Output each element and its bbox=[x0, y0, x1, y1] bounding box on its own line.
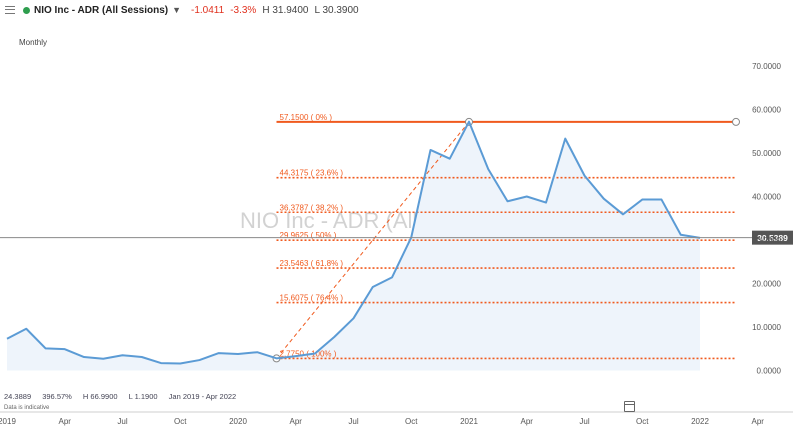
y-tick-label: 60.0000 bbox=[752, 106, 781, 115]
chart-header: NIO Inc - ADR (All Sessions) ▼ -1.0411 -… bbox=[0, 0, 793, 20]
range-value: 24.3889 bbox=[4, 392, 32, 401]
fib-level-label: 44.3175 ( 23.6% ) bbox=[280, 169, 344, 178]
current-price-badge bbox=[752, 230, 793, 245]
y-tick-label: 10.0000 bbox=[752, 323, 781, 332]
y-tick-label: 0.0000 bbox=[757, 367, 782, 376]
fib-level-label: 23.5463 ( 61.8% ) bbox=[280, 259, 344, 268]
timeframe-label: Monthly bbox=[19, 38, 48, 47]
x-tick-label: Jul bbox=[579, 417, 589, 426]
price-line[interactable] bbox=[6, 120, 701, 365]
y-tick-label: 20.0000 bbox=[752, 280, 781, 289]
x-tick-label: 2022 bbox=[691, 417, 709, 426]
x-tick-label: Oct bbox=[405, 417, 418, 426]
x-tick-label: 2020 bbox=[229, 417, 247, 426]
market-status-dot bbox=[23, 6, 30, 14]
y-tick-label: 40.0000 bbox=[752, 193, 781, 202]
current-price-label: 30.5389 bbox=[757, 233, 788, 243]
x-tick-label: 2021 bbox=[460, 417, 478, 426]
price-change: -1.0411 bbox=[191, 4, 225, 16]
y-tick-label: 70.0000 bbox=[752, 62, 781, 71]
range-low: L 1.1900 bbox=[128, 392, 158, 401]
range-high: H 66.9900 bbox=[82, 392, 118, 401]
hamburger-menu-icon[interactable] bbox=[5, 6, 15, 14]
x-tick-label: Jul bbox=[348, 417, 358, 426]
x-tick-label: Apr bbox=[752, 417, 765, 426]
price-change-pct: -3.3% bbox=[230, 4, 257, 16]
fib-level-label: 57.1500 ( 0% ) bbox=[280, 113, 333, 122]
x-tick-label: Oct bbox=[636, 417, 649, 426]
chevron-down-icon[interactable]: ▼ bbox=[172, 5, 182, 15]
session-high: H 31.9400 bbox=[262, 4, 309, 16]
fib-level-handle[interactable] bbox=[732, 117, 740, 126]
data-disclaimer: Data is indicative bbox=[4, 405, 50, 411]
instrument-name[interactable]: NIO Inc - ADR (All Sessions) bbox=[34, 4, 169, 16]
session-low: L 30.3900 bbox=[314, 4, 359, 16]
y-tick-label: 50.0000 bbox=[752, 149, 781, 158]
x-tick-label: Oct bbox=[174, 417, 187, 426]
fib-level-label: 36.3787 ( 38.2% ) bbox=[280, 203, 344, 212]
fib-level-label: 15.6075 ( 76.4% ) bbox=[280, 294, 344, 303]
x-tick-label: 2019 bbox=[0, 417, 16, 426]
fib-level-label: 29.9625 ( 50% ) bbox=[280, 231, 337, 240]
x-tick-label: Apr bbox=[59, 417, 72, 426]
range-stats: 24.3889 396.57% H 66.9900 L 1.1900 Jan 2… bbox=[4, 392, 245, 401]
y-tick-label: 30.0000 bbox=[752, 236, 781, 245]
range-pct: 396.57% bbox=[42, 392, 72, 401]
price-area-fill bbox=[7, 121, 700, 371]
fib-trend-line[interactable] bbox=[276, 121, 470, 359]
calendar-icon[interactable] bbox=[624, 401, 635, 412]
x-tick-label: Jul bbox=[117, 417, 127, 426]
x-tick-label: Apr bbox=[290, 417, 303, 426]
x-tick-label: Apr bbox=[521, 417, 534, 426]
range-period: Jan 2019 - Apr 2022 bbox=[168, 392, 237, 401]
